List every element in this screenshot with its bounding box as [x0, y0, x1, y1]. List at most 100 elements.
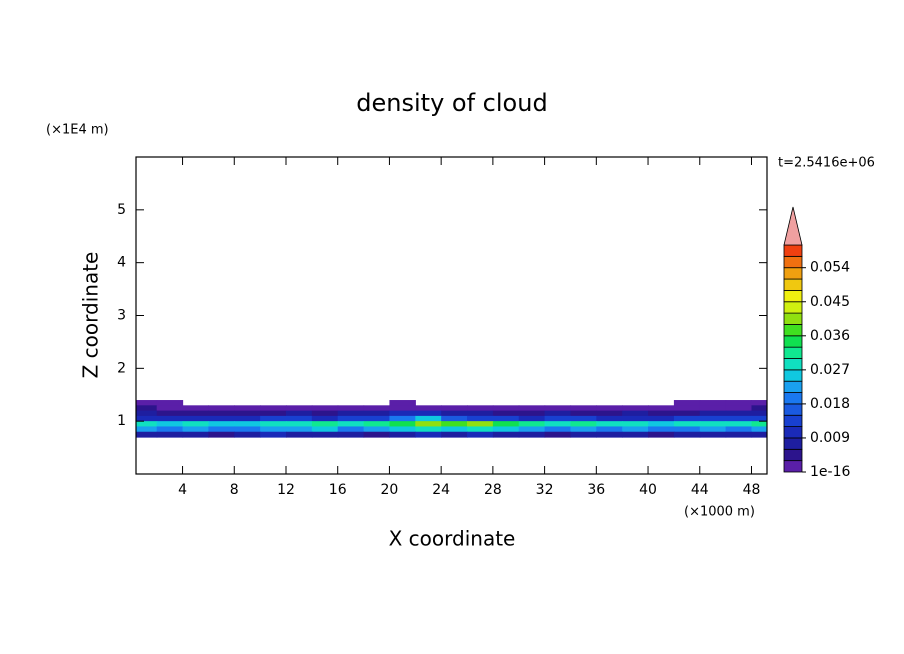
colorbar-tick-label: 0.027	[810, 362, 850, 378]
colorbar-tick-label: 0.054	[810, 260, 850, 276]
x-tick-label: 36	[587, 482, 605, 498]
contour-cell	[673, 426, 701, 433]
colorbar-band	[783, 278, 803, 291]
contour-cell	[596, 415, 623, 422]
contour-cell	[260, 426, 287, 433]
contour-cell	[725, 421, 753, 428]
contour-cell	[622, 410, 649, 417]
colorbar-band	[783, 369, 803, 382]
contour-cell	[156, 426, 184, 433]
contour-cell	[415, 405, 442, 412]
x-tick-label: 16	[329, 482, 347, 498]
contour-cell	[570, 415, 597, 422]
x-tick-label: 4	[178, 482, 187, 498]
contour-cell	[363, 405, 391, 412]
x-tick-label: 48	[743, 482, 761, 498]
contour-cell	[751, 431, 767, 438]
contour-cell	[622, 405, 649, 412]
contour-cell	[311, 410, 339, 417]
colorbar-band	[783, 460, 803, 473]
contour-cell	[441, 405, 468, 412]
x-tick-label: 20	[381, 482, 399, 498]
contour-cell	[182, 405, 210, 412]
contour-cell	[518, 415, 546, 422]
contour-cell	[415, 415, 442, 422]
contour-cell	[596, 431, 623, 438]
x-tick-label: 44	[691, 482, 709, 498]
contour-cell	[285, 415, 313, 422]
contour-cell	[699, 426, 727, 433]
contour-cell	[389, 421, 416, 428]
contour-cell	[337, 405, 365, 412]
x-tick-label: 32	[536, 482, 554, 498]
y-tick-label: 4	[117, 255, 126, 271]
contour-cell	[596, 426, 623, 433]
contour-cell	[751, 421, 767, 428]
colorbar-band	[783, 380, 803, 393]
contour-cell	[415, 410, 442, 417]
contour-cell	[389, 405, 416, 412]
contour-cell	[363, 415, 391, 422]
contour-cell	[415, 426, 442, 433]
contour-cell	[311, 421, 339, 428]
contour-cell	[699, 421, 727, 428]
contour-cell	[467, 421, 494, 428]
contour-cell	[208, 421, 235, 428]
contour-cell	[725, 405, 753, 412]
contour-cell	[234, 431, 261, 438]
contour-cell	[311, 431, 339, 438]
contour-cell	[699, 431, 727, 438]
contour-cell	[467, 415, 494, 422]
contour-cell	[208, 410, 235, 417]
contour-cell	[518, 405, 546, 412]
contour-cell	[725, 431, 753, 438]
contour-cell	[518, 431, 546, 438]
contour-cell	[208, 431, 235, 438]
contour-cell	[136, 410, 158, 417]
contour-field	[136, 400, 767, 438]
contour-cell	[751, 410, 767, 417]
contour-cell	[337, 426, 365, 433]
colorbar-band	[783, 426, 803, 439]
contour-cell	[518, 410, 546, 417]
contour-cell	[136, 426, 158, 433]
colorbar-band	[783, 437, 803, 450]
contour-cell	[234, 415, 261, 422]
contour-cell	[467, 431, 494, 438]
contour-cell	[751, 426, 767, 433]
contour-cell	[156, 415, 184, 422]
contour-cell	[518, 421, 546, 428]
contour-cell	[136, 415, 158, 422]
contour-cell	[337, 410, 365, 417]
contour-cell	[622, 421, 649, 428]
contour-cell	[311, 415, 339, 422]
contour-cell	[234, 405, 261, 412]
contour-cell	[389, 426, 416, 433]
contour-cell	[699, 410, 727, 417]
colorbar-band	[783, 289, 803, 303]
contour-cell	[544, 410, 572, 417]
contour-cell	[699, 400, 727, 406]
x-tick-label: 28	[484, 482, 502, 498]
x-unit: (×1000 m)	[684, 505, 755, 520]
contour-cell	[136, 405, 158, 412]
contour-cell	[699, 405, 727, 412]
contour-cell	[751, 405, 767, 412]
contour-cell	[311, 405, 339, 412]
contour-cell	[596, 405, 623, 412]
contour-cell	[492, 405, 520, 412]
colorbar-band	[783, 414, 803, 428]
contour-cell	[725, 415, 753, 422]
contour-cell	[725, 426, 753, 433]
contour-cell	[441, 426, 468, 433]
annotation: t=2.5416e+06	[778, 156, 875, 171]
contour-cell	[156, 400, 184, 406]
contour-cell	[182, 431, 210, 438]
contour-cell	[467, 405, 494, 412]
colorbar-band	[783, 335, 803, 348]
colorbar-tick-label: 0.018	[810, 396, 850, 412]
contour-cell	[363, 431, 391, 438]
contour-cell	[648, 410, 675, 417]
contour-cell	[389, 400, 416, 406]
contour-cell	[467, 410, 494, 417]
